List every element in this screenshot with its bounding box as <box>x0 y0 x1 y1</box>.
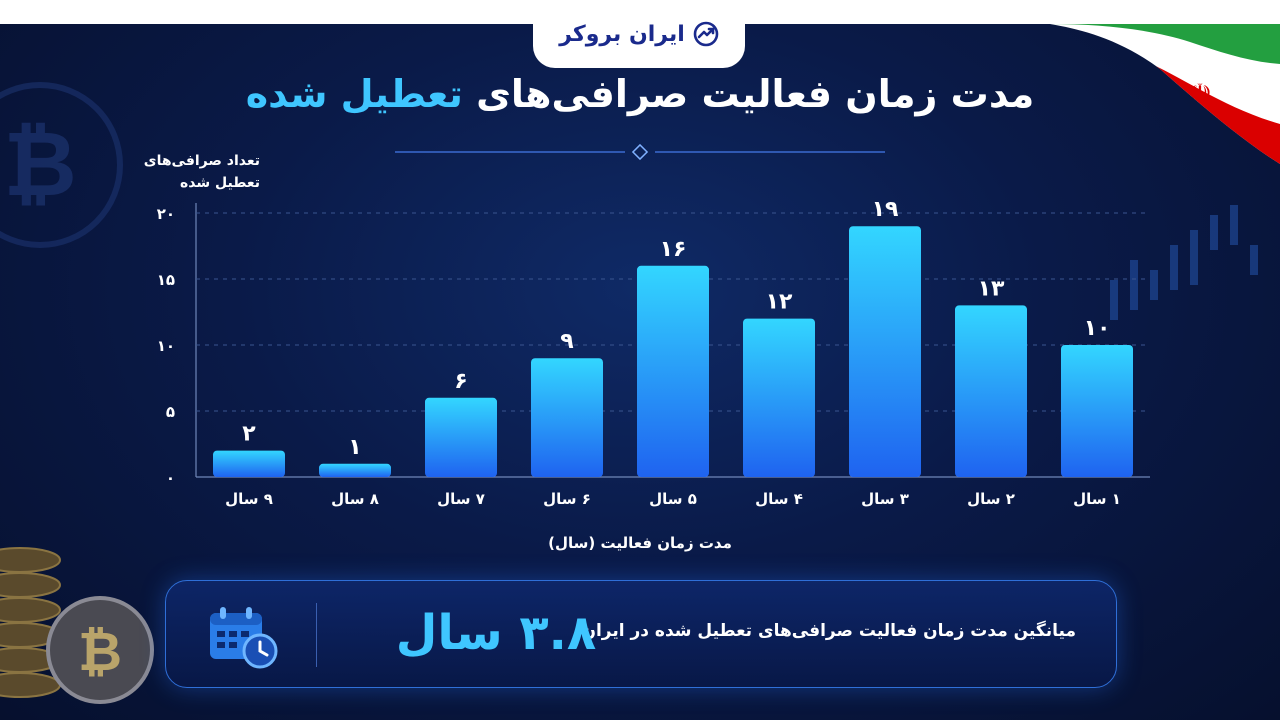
brand-logo[interactable]: ایران بروکر <box>533 0 745 68</box>
x-tick-label: ۷ سال <box>437 490 485 508</box>
candlestick-decoration <box>1110 205 1258 320</box>
y-axis-label: تعداد صرافی‌های تعطیل شده <box>143 153 260 191</box>
bar <box>1061 345 1133 477</box>
summary-separator <box>316 603 317 667</box>
summary-value: ۳.۸ سال <box>395 605 597 661</box>
bar <box>637 265 709 477</box>
y-tick-label: ۲۰ <box>157 205 175 223</box>
bar-value-label: ۶ <box>454 369 467 394</box>
svg-text:₿: ₿ <box>3 112 76 217</box>
y-tick-label: ۰ <box>166 469 175 487</box>
bar-value-label: ۱۶ <box>660 237 687 262</box>
x-tick-label: ۴ سال <box>755 490 803 508</box>
y-tick-label: ۱۰ <box>157 337 175 355</box>
x-tick-label: ۱ سال <box>1073 490 1121 508</box>
x-tick-label: ۲ سال <box>967 490 1015 508</box>
bar-value-label: ۱۹ <box>872 197 899 222</box>
calendar-clock-icon <box>210 607 278 669</box>
bar <box>213 450 285 477</box>
bitcoin-watermark-icon: ₿ <box>0 82 123 248</box>
bar-value-label: ۹ <box>560 329 573 354</box>
trend-chart-icon <box>693 21 719 47</box>
x-tick-label: ۹ سال <box>225 490 273 508</box>
brand-name: ایران بروکر <box>559 21 685 47</box>
bar <box>531 358 603 477</box>
iran-flag-icon: ☫ <box>1050 24 1280 164</box>
x-tick-label: ۶ سال <box>543 490 591 508</box>
bar <box>319 463 391 477</box>
bar-value-label: ۱ <box>348 435 361 460</box>
page-title: مدت زمان فعالیت صرافی‌های تعطیل شده <box>200 72 1080 116</box>
svg-text:₿: ₿ <box>78 620 122 683</box>
bar <box>743 318 815 477</box>
coin-stack-decoration: ₿ <box>0 547 154 704</box>
bar <box>849 226 921 477</box>
title-main: مدت زمان فعالیت صرافی‌های <box>462 72 1035 116</box>
y-tick-label: ۵ <box>166 403 175 421</box>
bar-value-label: ۱۰ <box>1084 316 1111 341</box>
y-tick-label: ۱۵ <box>157 271 175 289</box>
bar-value-label: ۲ <box>242 422 256 447</box>
bar <box>425 397 497 477</box>
bar <box>955 305 1027 477</box>
title-divider <box>395 143 885 161</box>
summary-label: میانگین مدت زمان فعالیت صرافی‌های تعطیل … <box>574 621 1076 641</box>
x-tick-label: ۵ سال <box>649 490 697 508</box>
average-summary-box: میانگین مدت زمان فعالیت صرافی‌های تعطیل … <box>165 580 1117 688</box>
x-tick-label: ۳ سال <box>861 490 909 508</box>
bar-value-label: ۱۲ <box>766 290 793 315</box>
bar-value-label: ۱۳ <box>978 276 1005 301</box>
title-highlight: تعطیل شده <box>245 72 463 116</box>
x-axis-label: مدت زمان فعالیت (سال) <box>548 534 732 552</box>
x-tick-label: ۸ سال <box>331 490 379 508</box>
